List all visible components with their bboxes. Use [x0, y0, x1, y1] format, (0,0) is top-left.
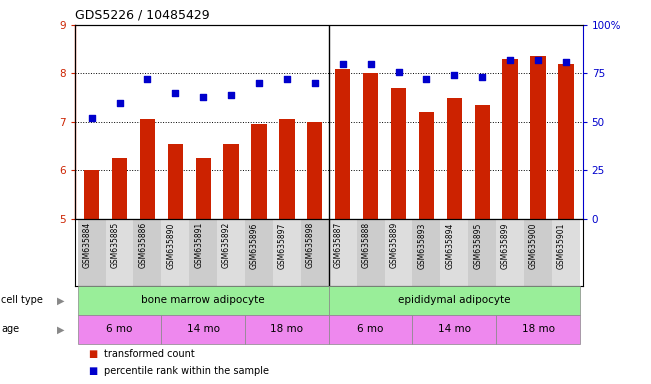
- Text: GSM635892: GSM635892: [222, 222, 231, 268]
- Bar: [245, 315, 329, 344]
- Bar: [329, 315, 413, 344]
- Text: cell type: cell type: [1, 295, 43, 306]
- Bar: [301, 219, 329, 286]
- Text: GSM635899: GSM635899: [501, 222, 510, 269]
- Text: GSM635894: GSM635894: [445, 222, 454, 269]
- Bar: [307, 122, 322, 219]
- Point: [254, 80, 264, 86]
- Point: [198, 94, 208, 100]
- Point: [561, 59, 571, 65]
- Text: transformed count: transformed count: [104, 349, 195, 359]
- Point: [393, 68, 404, 74]
- Bar: [531, 56, 546, 219]
- Bar: [77, 286, 329, 315]
- Text: GSM635885: GSM635885: [111, 222, 120, 268]
- Text: 6 mo: 6 mo: [106, 324, 133, 334]
- Bar: [105, 219, 133, 286]
- Bar: [161, 315, 245, 344]
- Bar: [496, 219, 524, 286]
- Bar: [161, 219, 189, 286]
- Bar: [552, 219, 580, 286]
- Bar: [77, 219, 105, 286]
- Text: GSM635888: GSM635888: [361, 222, 370, 268]
- Text: GSM635897: GSM635897: [278, 222, 287, 269]
- Bar: [251, 124, 267, 219]
- Bar: [363, 73, 378, 219]
- Text: GSM635886: GSM635886: [139, 222, 147, 268]
- Text: 18 mo: 18 mo: [521, 324, 555, 334]
- Bar: [217, 219, 245, 286]
- Point: [505, 57, 516, 63]
- Bar: [329, 219, 357, 286]
- Bar: [503, 59, 518, 219]
- Point: [477, 74, 488, 80]
- Text: ▶: ▶: [57, 295, 65, 306]
- Text: 6 mo: 6 mo: [357, 324, 384, 334]
- Bar: [245, 219, 273, 286]
- Text: GSM635893: GSM635893: [417, 222, 426, 269]
- Text: percentile rank within the sample: percentile rank within the sample: [104, 366, 269, 376]
- Text: ■: ■: [88, 366, 97, 376]
- Bar: [385, 219, 413, 286]
- Text: GSM635895: GSM635895: [473, 222, 482, 269]
- Text: 14 mo: 14 mo: [438, 324, 471, 334]
- Bar: [496, 315, 580, 344]
- Point: [449, 72, 460, 78]
- Text: GSM635896: GSM635896: [250, 222, 259, 269]
- Bar: [447, 98, 462, 219]
- Bar: [195, 158, 211, 219]
- Bar: [413, 219, 440, 286]
- Point: [170, 90, 180, 96]
- Text: epididymal adipocyte: epididymal adipocyte: [398, 295, 510, 306]
- Text: age: age: [1, 324, 20, 334]
- Text: GSM635901: GSM635901: [557, 222, 566, 269]
- Bar: [273, 219, 301, 286]
- Text: ▶: ▶: [57, 324, 65, 334]
- Bar: [524, 219, 552, 286]
- Text: GSM635898: GSM635898: [306, 222, 315, 268]
- Bar: [77, 315, 161, 344]
- Bar: [335, 69, 350, 219]
- Point: [282, 76, 292, 82]
- Bar: [84, 170, 99, 219]
- Bar: [329, 286, 580, 315]
- Bar: [475, 105, 490, 219]
- Text: GSM635884: GSM635884: [83, 222, 92, 268]
- Point: [533, 57, 543, 63]
- Text: GSM635891: GSM635891: [194, 222, 203, 268]
- Text: GSM635900: GSM635900: [529, 222, 538, 269]
- Point: [421, 76, 432, 82]
- Point: [142, 76, 152, 82]
- Bar: [357, 219, 385, 286]
- Point: [310, 80, 320, 86]
- Point: [226, 92, 236, 98]
- Bar: [391, 88, 406, 219]
- Text: GDS5226 / 10485429: GDS5226 / 10485429: [75, 8, 210, 21]
- Bar: [558, 64, 574, 219]
- Text: ■: ■: [88, 349, 97, 359]
- Bar: [133, 219, 161, 286]
- Bar: [279, 119, 294, 219]
- Point: [87, 115, 97, 121]
- Bar: [112, 158, 127, 219]
- Point: [365, 61, 376, 67]
- Text: GSM635890: GSM635890: [166, 222, 175, 269]
- Bar: [468, 219, 496, 286]
- Text: 18 mo: 18 mo: [270, 324, 303, 334]
- Point: [337, 61, 348, 67]
- Text: GSM635889: GSM635889: [389, 222, 398, 268]
- Text: GSM635887: GSM635887: [334, 222, 342, 268]
- Bar: [140, 119, 155, 219]
- Text: 14 mo: 14 mo: [187, 324, 219, 334]
- Bar: [440, 219, 468, 286]
- Text: bone marrow adipocyte: bone marrow adipocyte: [141, 295, 265, 306]
- Point: [115, 99, 125, 106]
- Bar: [189, 219, 217, 286]
- Bar: [168, 144, 183, 219]
- Bar: [413, 315, 496, 344]
- Bar: [223, 144, 239, 219]
- Bar: [419, 112, 434, 219]
